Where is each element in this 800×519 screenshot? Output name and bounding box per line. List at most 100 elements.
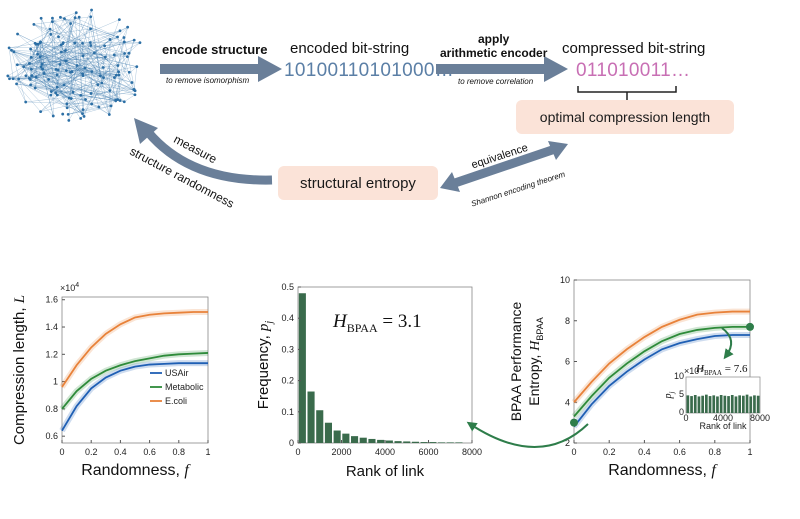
network-edge xyxy=(104,42,140,47)
chart1-series-line xyxy=(61,362,208,432)
inset-y-tick-label: 5 xyxy=(679,389,684,399)
chart3-x-tick-label: 0.8 xyxy=(709,447,722,457)
chart2-x-tick-label: 6000 xyxy=(418,447,438,457)
network-edge xyxy=(70,23,78,66)
network-edge xyxy=(72,92,83,114)
network-edge xyxy=(33,24,64,43)
inset-bar xyxy=(756,395,760,413)
network-node xyxy=(32,22,36,26)
network-node xyxy=(49,32,53,36)
network-edge xyxy=(68,99,118,115)
network-node xyxy=(122,40,126,44)
network-node xyxy=(75,64,79,67)
network-edge xyxy=(39,34,51,58)
network-edge xyxy=(7,75,51,96)
network-node xyxy=(81,41,84,45)
inset-y-axis-label: pj xyxy=(663,391,676,399)
arithmetic-encoder-label: arithmetic encoder xyxy=(440,46,548,60)
network-edge xyxy=(25,44,39,76)
chart1-y-tick-label: 1.6 xyxy=(45,295,58,305)
inset-bar xyxy=(693,395,697,413)
inset-bar xyxy=(697,396,701,413)
network-edge xyxy=(35,44,52,92)
network-edge xyxy=(25,75,116,101)
network-edge xyxy=(29,53,130,79)
network-edge xyxy=(35,77,37,88)
network-edge xyxy=(70,72,74,93)
network-edge xyxy=(63,84,83,114)
network-node xyxy=(88,41,92,44)
network-node xyxy=(117,18,121,22)
network-node xyxy=(127,70,131,74)
network-edge xyxy=(109,75,117,115)
chart2-bar xyxy=(377,439,385,443)
network-edge xyxy=(60,17,118,38)
network-node xyxy=(59,15,62,19)
network-edge xyxy=(41,26,128,67)
chart3-x-tick-label: 0.6 xyxy=(673,447,686,457)
network-edge xyxy=(31,69,43,76)
network-node xyxy=(41,67,44,71)
network-edge xyxy=(11,50,31,80)
inset-plot-frame xyxy=(685,376,761,414)
network-node xyxy=(59,50,63,54)
network-node xyxy=(66,112,70,116)
inset-x-tick-label: 0 xyxy=(683,413,688,423)
network-node xyxy=(108,38,112,41)
inset-bar xyxy=(723,395,727,413)
network-node xyxy=(29,55,33,59)
network-edge xyxy=(35,66,42,88)
network-edge xyxy=(7,75,83,114)
network-node xyxy=(116,64,120,67)
network-node xyxy=(103,44,107,48)
network-node xyxy=(81,108,85,111)
network-node xyxy=(113,76,116,79)
network-node xyxy=(89,27,92,31)
network-edge xyxy=(29,63,92,94)
network-node xyxy=(36,42,40,46)
chart1-y-tick-label: 1.4 xyxy=(45,322,58,332)
network-edge xyxy=(30,56,41,85)
network-node xyxy=(130,81,134,84)
network-node xyxy=(81,54,85,58)
network-node xyxy=(8,77,11,81)
inset-bar xyxy=(749,396,753,413)
network-edge xyxy=(101,82,136,95)
network-edge xyxy=(51,91,125,102)
apply-sublabel: to remove correlation xyxy=(458,77,534,86)
inset-x-tick-label: 4000 xyxy=(713,413,733,423)
chart2-entropy-annotation: HBPAA = 3.1 xyxy=(332,311,422,335)
network-node xyxy=(12,50,16,54)
network-edge xyxy=(30,48,78,66)
network-edge xyxy=(16,43,83,85)
network-node xyxy=(51,16,54,20)
network-node xyxy=(138,41,142,45)
network-edge xyxy=(104,45,117,101)
network-node xyxy=(114,98,118,102)
chart1-y-tick-label: 1.2 xyxy=(45,349,58,359)
encode-structure-sublabel: to remove isomorphism xyxy=(166,76,250,85)
network-graph-illustration xyxy=(6,8,142,122)
network-node xyxy=(24,100,28,104)
network-node xyxy=(36,52,39,56)
network-node xyxy=(81,72,85,76)
chart1-y-multiplier: ×104 xyxy=(60,282,79,293)
network-edge xyxy=(31,75,92,94)
network-node xyxy=(11,77,15,81)
network-edge xyxy=(74,9,92,44)
network-edge xyxy=(133,66,137,90)
network-edge xyxy=(91,10,111,91)
network-edge xyxy=(61,51,116,101)
chart2-bar xyxy=(316,410,324,443)
network-node xyxy=(83,66,87,70)
network-node xyxy=(54,91,58,95)
network-edge xyxy=(31,57,116,101)
inset-entropy-annotation: HBPAA = 7.6 xyxy=(695,363,748,377)
inset-bar xyxy=(716,396,719,413)
chart3-series-line xyxy=(573,310,750,403)
structural-entropy-box: structural entropy xyxy=(278,166,438,200)
chart2-x-axis-label: Rank of link xyxy=(346,463,425,480)
network-edge xyxy=(116,37,125,76)
network-node xyxy=(102,76,105,80)
network-node xyxy=(39,110,43,114)
